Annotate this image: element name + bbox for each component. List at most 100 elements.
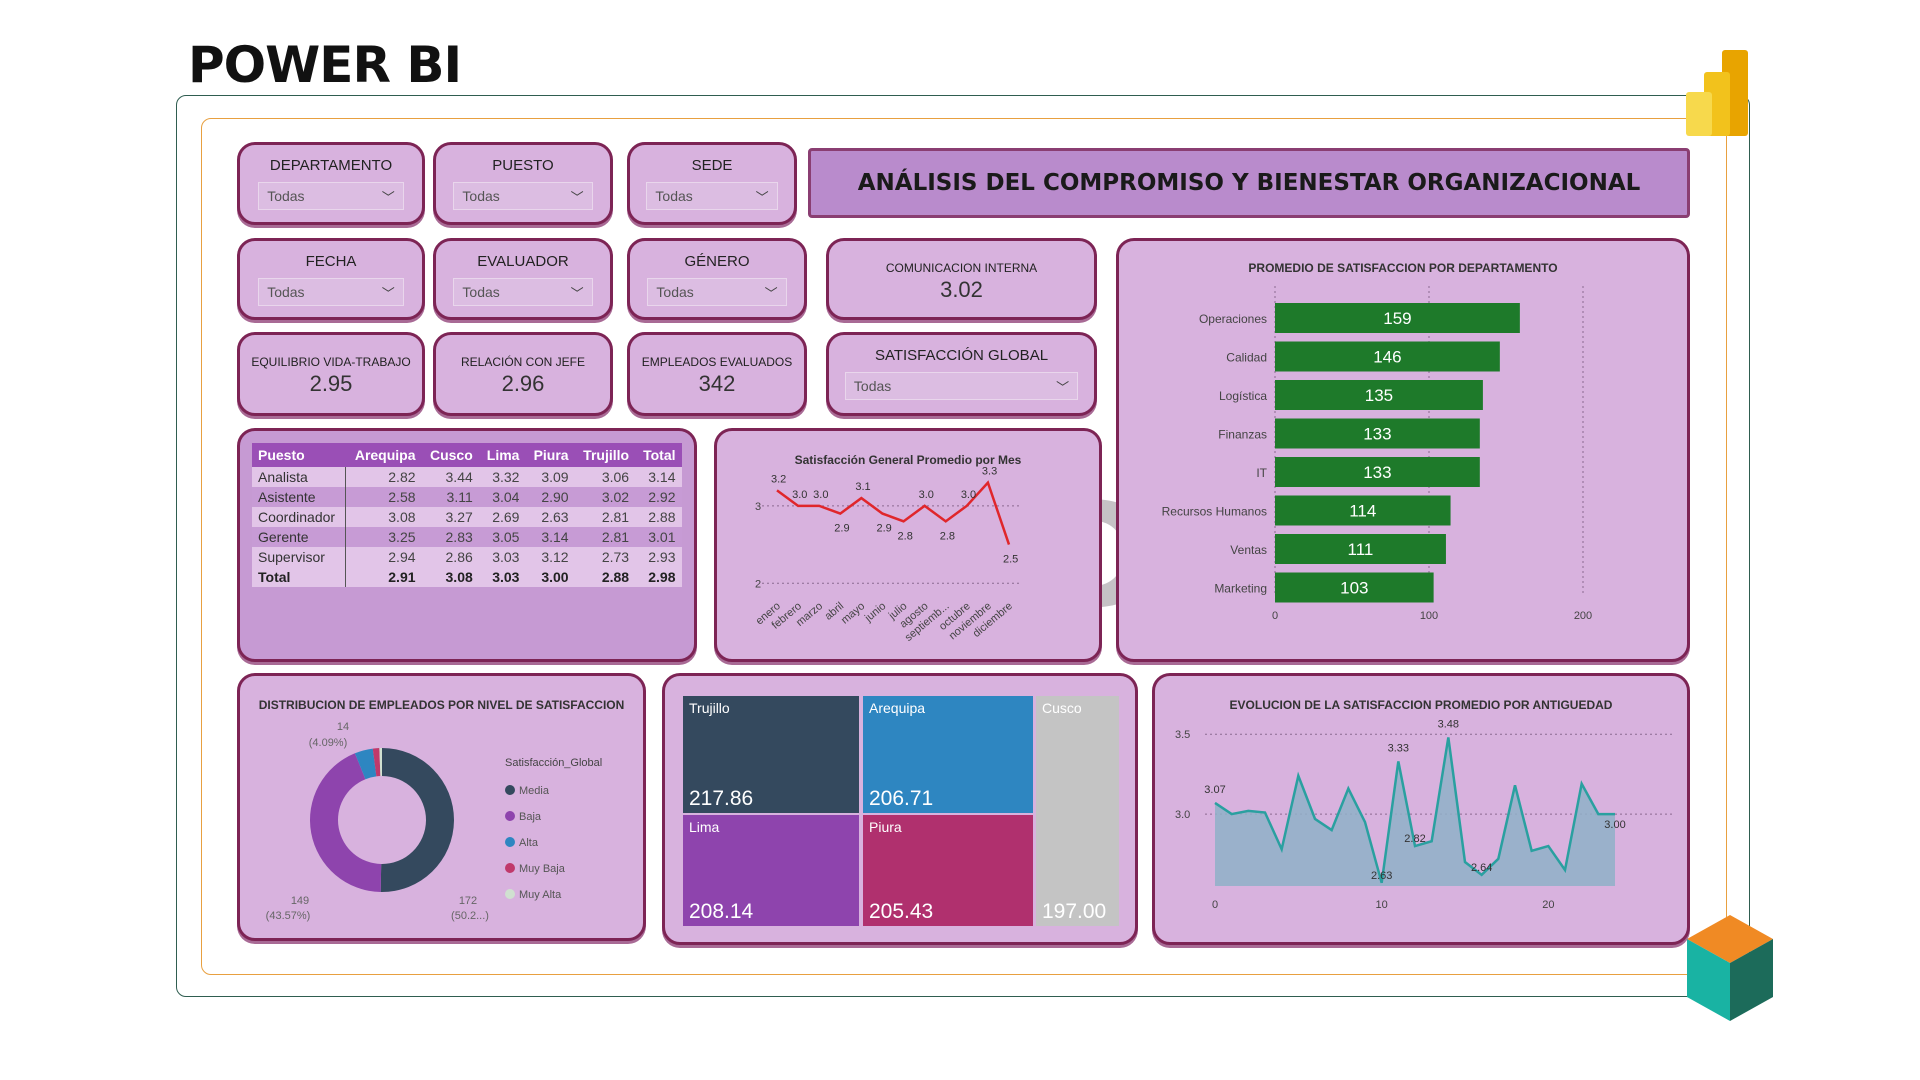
column-header[interactable]: Piura xyxy=(525,443,575,467)
dashboard-title: ANÁLISIS DEL COMPROMISO Y BIENESTAR ORGA… xyxy=(808,148,1690,218)
table-cell: 2.88 xyxy=(574,567,636,587)
slicer-dropdown[interactable]: Todas ﹀ xyxy=(453,182,593,210)
treemap-tile-trujillo[interactable]: Trujillo 217.86 xyxy=(683,696,859,813)
table-cell: 2.92 xyxy=(635,487,682,507)
table-cell: 2.83 xyxy=(421,527,479,547)
tile-label: Cusco xyxy=(1042,700,1082,716)
chevron-down-icon: ﹀ xyxy=(570,189,584,205)
data-label: 3.3 xyxy=(982,466,997,478)
column-header[interactable]: Puesto xyxy=(252,443,346,467)
table-cell: 2.98 xyxy=(635,567,682,587)
slicer-dropdown[interactable]: Todas ﹀ xyxy=(844,372,1079,400)
category-label: Recursos Humanos xyxy=(1162,505,1267,519)
slicer-departamento[interactable]: DEPARTAMENTO Todas ﹀ xyxy=(237,142,425,225)
legend-marker xyxy=(505,785,515,795)
kpi-equilibrio-vida-trabajo: EQUILIBRIO VIDA-TRABAJO 2.95 xyxy=(237,332,425,416)
bar xyxy=(1275,457,1480,487)
legend-item: Muy Baja xyxy=(519,863,566,875)
bar xyxy=(1275,380,1483,410)
chevron-down-icon: ﹀ xyxy=(755,189,769,205)
dropdown-value: Todas xyxy=(267,188,305,204)
tile-value: 217.86 xyxy=(689,787,754,810)
table-cell: 3.06 xyxy=(574,467,636,487)
table-cell: 2.81 xyxy=(574,527,636,547)
data-label: (50.2...) xyxy=(451,910,489,922)
slicer-dropdown[interactable]: Todas ﹀ xyxy=(258,278,404,306)
slicer-genero[interactable]: GÉNERO Todas ﹀ xyxy=(627,238,807,320)
data-label: 2.63 xyxy=(1371,870,1392,882)
table-cell: 3.27 xyxy=(421,507,479,527)
treemap-tile-lima[interactable]: Lima 208.14 xyxy=(683,815,859,926)
slicer-label: SEDE xyxy=(691,157,733,174)
column-header[interactable]: Cusco xyxy=(421,443,479,467)
data-label: 2.8 xyxy=(940,530,955,542)
column-header[interactable]: Trujillo xyxy=(574,443,636,467)
chart-title: Satisfacción General Promedio por Mes xyxy=(794,453,1022,467)
treemap-tile-piura[interactable]: Piura 205.43 xyxy=(863,815,1033,926)
dropdown-value: Todas xyxy=(656,284,694,300)
donut-chart-card: DISTRIBUCION DE EMPLEADOS POR NIVEL DE S… xyxy=(237,673,646,941)
bar xyxy=(1275,495,1451,526)
table-cell: 3.44 xyxy=(421,467,479,487)
chevron-down-icon: ﹀ xyxy=(381,285,395,301)
donut-slice xyxy=(372,748,381,777)
legend-item: Alta xyxy=(519,837,539,849)
slicer-label: DEPARTAMENTO xyxy=(269,157,393,174)
tile-value: 197.00 xyxy=(1042,900,1107,923)
line-chart: 233.2enero3.0febrero3.0marzo2.9abril3.1m… xyxy=(754,466,1019,644)
slicer-dropdown[interactable]: Todas ﹀ xyxy=(647,278,787,306)
table-cell: 2.81 xyxy=(574,507,636,527)
bar-chart-card: PROMEDIO DE SATISFACCION POR DEPARTAMENT… xyxy=(1116,238,1690,662)
bar-chart: 0 100 200 159 Operaciones 146 Calidad 135 Logíst… xyxy=(1162,286,1592,622)
slicer-puesto[interactable]: PUESTO Todas ﹀ xyxy=(433,142,613,225)
slicer-label: EVALUADOR xyxy=(477,253,569,270)
x-tick-label: 100 xyxy=(1420,610,1438,622)
y-tick-label: 3.5 xyxy=(1175,729,1190,741)
kpi-label: RELACIÓN CON JEFE xyxy=(460,355,586,369)
data-label: 2.82 xyxy=(1404,833,1425,845)
x-tick-label: 0 xyxy=(1272,610,1278,622)
data-label: 2.9 xyxy=(876,523,891,535)
series-line xyxy=(776,480,1011,545)
slicer-evaluador[interactable]: EVALUADOR Todas ﹀ xyxy=(433,238,613,320)
slicer-fecha[interactable]: FECHA Todas ﹀ xyxy=(237,238,425,320)
kpi-label: COMUNICACION INTERNA xyxy=(885,261,1038,275)
power-bi-logo-icon xyxy=(1686,50,1748,136)
matrix-table: Puesto Arequipa Cusco Lima Piura Trujillo Tota… xyxy=(252,443,682,587)
slicer-dropdown[interactable]: Todas ﹀ xyxy=(453,278,593,306)
column-header[interactable]: Arequipa xyxy=(345,443,422,467)
y-tick-label: 2 xyxy=(755,578,761,590)
data-label: 149 xyxy=(291,895,309,907)
treemap: Trujillo 217.86 Lima 208.14 Arequipa 206.71 Pi… xyxy=(683,696,1119,926)
x-tick-label: junio xyxy=(862,600,888,625)
table-cell: 3.01 xyxy=(635,527,682,547)
table-cell: 3.12 xyxy=(525,547,575,567)
slicer-dropdown[interactable]: Todas ﹀ xyxy=(258,182,404,210)
donut-slice xyxy=(310,753,382,892)
table-cell: 3.11 xyxy=(421,487,479,507)
slicer-dropdown[interactable]: Todas ﹀ xyxy=(646,182,778,210)
table-cell: 3.14 xyxy=(525,527,575,547)
column-header[interactable]: Lima xyxy=(478,443,526,467)
table-cell: Supervisor xyxy=(252,547,347,567)
legend-marker xyxy=(505,863,515,873)
chevron-down-icon: ﹀ xyxy=(1056,379,1070,395)
data-label: 2.64 xyxy=(1471,862,1492,874)
donut-slice xyxy=(380,748,454,892)
slicer-label: SATISFACCIÓN GLOBAL xyxy=(874,347,1049,364)
treemap-tile-cusco[interactable]: Cusco 197.00 xyxy=(1036,696,1119,926)
table-cell: 3.09 xyxy=(525,467,575,487)
table-cell: 2.93 xyxy=(635,547,682,567)
column-header[interactable]: Total xyxy=(635,443,682,467)
data-label: 3.0 xyxy=(919,489,934,501)
data-label: 2.5 xyxy=(1003,554,1018,566)
outer-frame xyxy=(176,95,1750,997)
kpi-comunicacion-interna: COMUNICACION INTERNA 3.02 xyxy=(826,238,1097,320)
table-cell: 2.63 xyxy=(525,507,575,527)
x-tick-label: mayo xyxy=(839,600,867,626)
treemap-tile-arequipa[interactable]: Arequipa 206.71 xyxy=(863,696,1033,813)
slicer-sede[interactable]: SEDE Todas ﹀ xyxy=(627,142,797,225)
slicer-satisfaccion-global[interactable]: SATISFACCIÓN GLOBAL Todas ﹀ xyxy=(826,332,1097,416)
table-cell: 2.94 xyxy=(345,547,422,567)
bar xyxy=(1275,572,1434,603)
